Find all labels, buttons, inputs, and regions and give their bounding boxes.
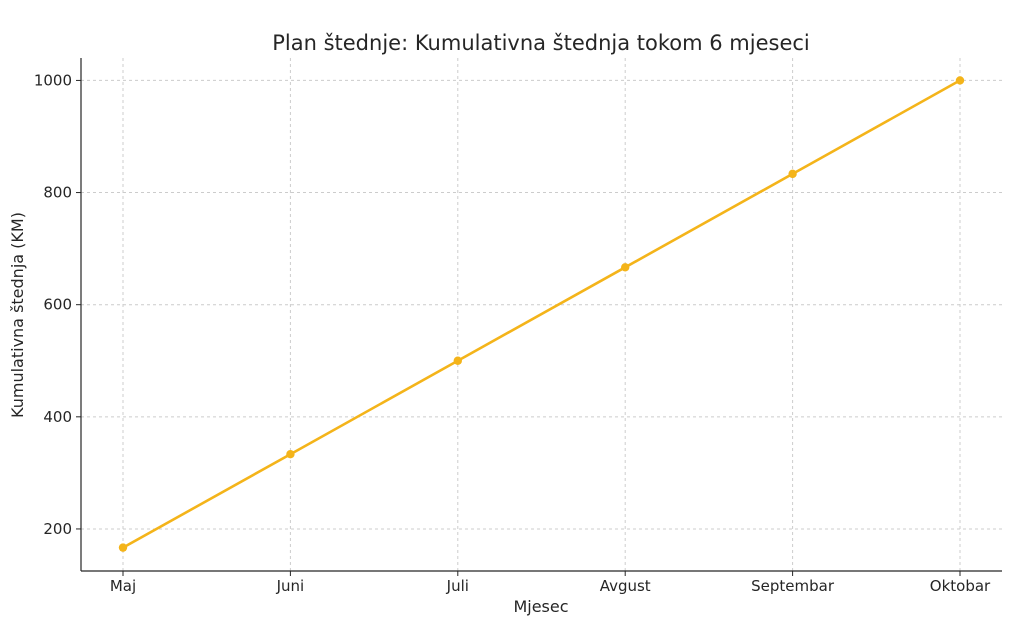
chart-title: Plan štednje: Kumulativna štednja tokom … — [272, 31, 810, 55]
x-tick-label: Avgust — [600, 577, 651, 595]
y-tick-label: 1000 — [34, 71, 72, 89]
x-tick-label: Juli — [446, 577, 469, 595]
x-tick-label: Septembar — [751, 577, 835, 595]
tick-labels: Maj Juni Juli Avgust Septembar Oktobar 200 400 6… — [34, 71, 991, 595]
data-point — [621, 263, 630, 272]
x-tick-label: Juni — [276, 577, 305, 595]
x-tick-label: Oktobar — [930, 577, 991, 595]
data-point — [286, 449, 295, 459]
y-tick-label: 200 — [43, 520, 72, 538]
y-tick-label: 600 — [43, 296, 72, 314]
data-point — [955, 76, 965, 85]
grid — [81, 58, 1002, 571]
data-point — [118, 543, 128, 552]
series-line — [122, 79, 961, 549]
y-axis-label: Kumulativna štednja (KM) — [8, 212, 27, 418]
axes — [76, 58, 1002, 576]
data-point — [788, 169, 797, 179]
series — [118, 76, 965, 552]
x-tick-label: Maj — [110, 577, 136, 595]
x-axis-label: Mjesec — [513, 597, 568, 616]
y-tick-label: 400 — [43, 408, 72, 426]
data-point — [453, 356, 462, 365]
y-tick-label: 800 — [43, 184, 72, 202]
